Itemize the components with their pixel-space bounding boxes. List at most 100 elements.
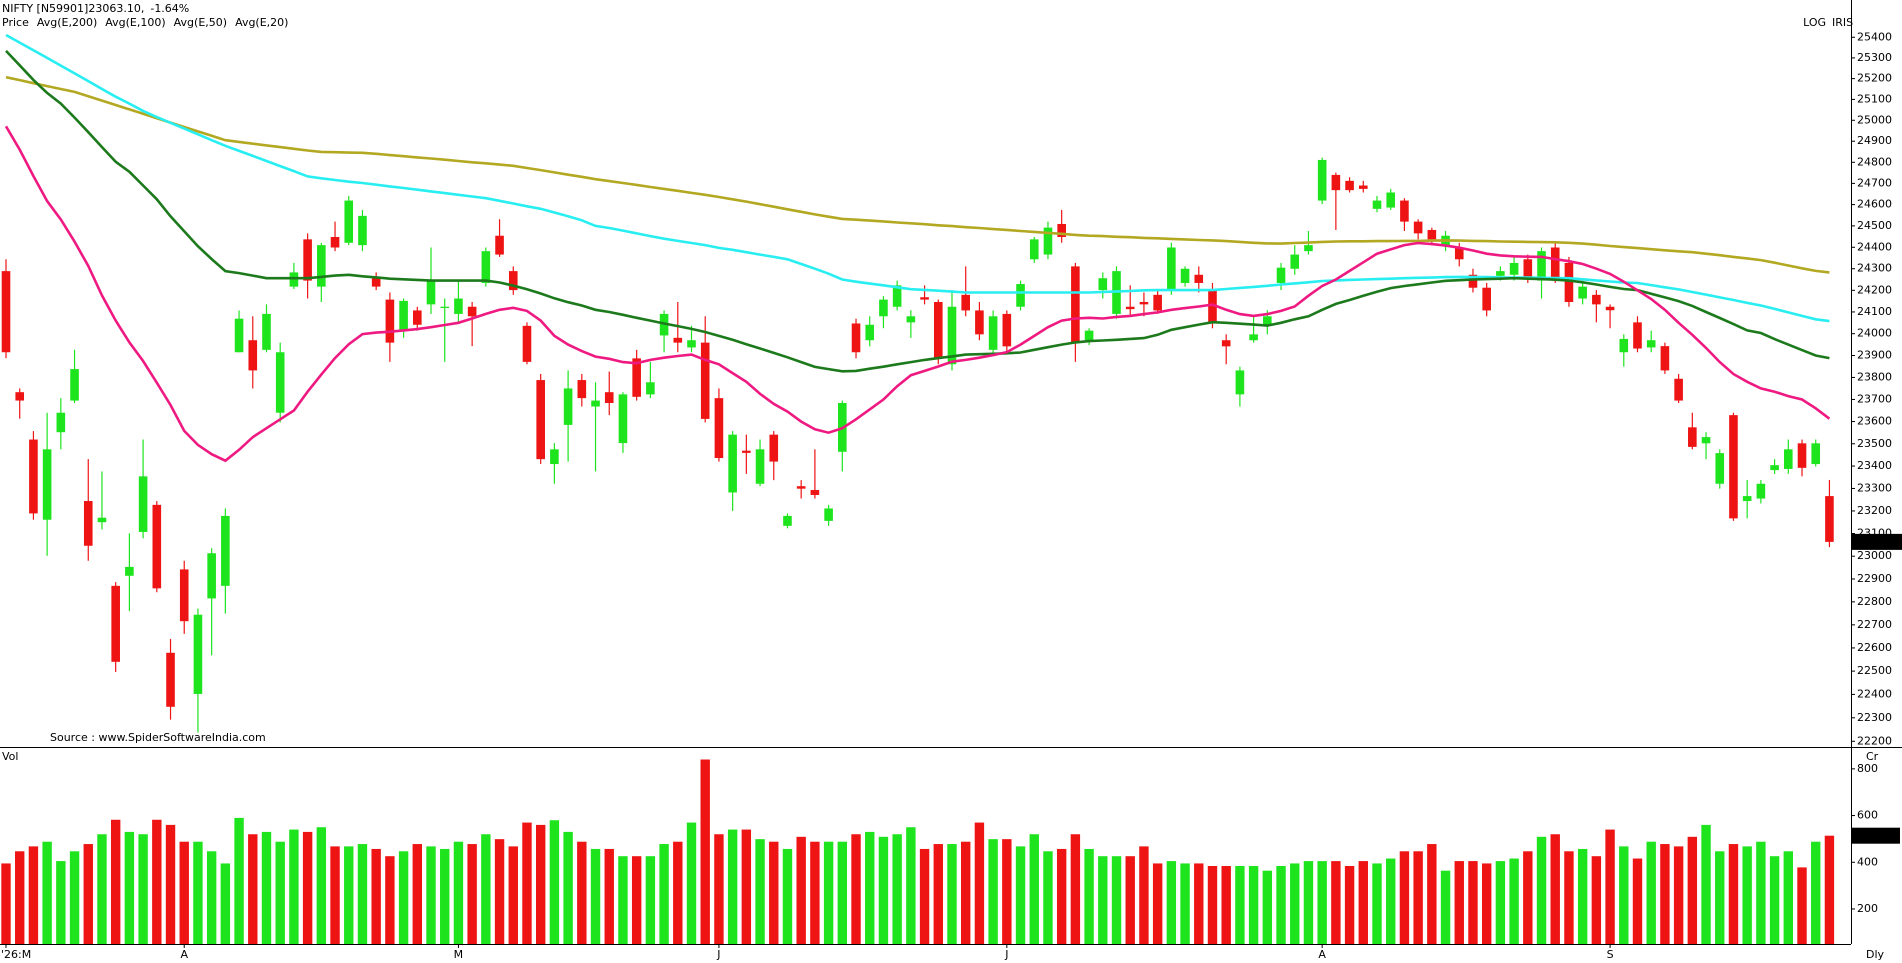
volume-bar	[1, 863, 11, 944]
candle-body	[769, 434, 779, 462]
volume-bar	[535, 824, 546, 944]
candle-body	[508, 271, 518, 291]
volume-bar	[1687, 836, 1698, 944]
volume-bar	[1591, 856, 1602, 944]
volume-bar	[1331, 861, 1341, 944]
volume-bar	[1070, 834, 1081, 944]
candle-body	[1715, 453, 1725, 484]
candle-body	[1523, 259, 1533, 279]
volume-bar	[1811, 841, 1821, 944]
volume-bar	[577, 841, 587, 944]
volume-bar	[385, 856, 395, 944]
candle-body	[522, 325, 532, 362]
y-tick-label: 23700	[1857, 392, 1892, 405]
candle-body	[29, 439, 38, 514]
candle-body	[440, 306, 450, 309]
candle-body	[1331, 174, 1341, 191]
volume-bar	[42, 841, 52, 944]
candle-body	[1084, 330, 1094, 341]
volume-bar	[1125, 856, 1135, 944]
volume-bar	[193, 841, 203, 944]
volume-bar	[933, 844, 943, 944]
volume-bar	[412, 844, 422, 944]
candle-body	[1167, 247, 1176, 291]
candle-body	[1249, 334, 1258, 341]
candle-body	[1304, 245, 1313, 252]
candle-body	[317, 245, 326, 287]
candle-body	[207, 553, 216, 599]
candle-body	[687, 340, 696, 348]
volume-bar	[769, 841, 779, 944]
candle-body	[1016, 284, 1025, 307]
candle-body	[1057, 223, 1066, 238]
volume-bar	[165, 824, 176, 944]
volume-bar	[1344, 866, 1355, 944]
period-label: Dly	[1866, 948, 1885, 961]
candle-body	[1290, 254, 1300, 269]
candle-body	[1180, 268, 1190, 283]
volume-bar	[357, 844, 368, 944]
volume-bar	[563, 831, 573, 944]
volume-bar	[1495, 861, 1506, 944]
y-tick-label: 600	[1857, 809, 1878, 822]
candle-body	[413, 310, 422, 325]
candle-body	[1125, 306, 1135, 310]
volume-bar	[878, 836, 889, 944]
candle-body	[879, 299, 888, 317]
y-tick-label: 24600	[1857, 198, 1892, 211]
candle-body	[1537, 251, 1546, 281]
y-tick-label: 25200	[1857, 72, 1892, 85]
volume-bar	[851, 834, 861, 944]
volume-bar	[1207, 866, 1218, 944]
candle-body	[783, 515, 792, 526]
x-tick-label: J	[716, 948, 720, 961]
legend-entry: Price	[2, 16, 29, 29]
volume-bar	[330, 846, 340, 944]
candle-body	[42, 449, 52, 520]
volume-bar	[700, 759, 710, 944]
volume-bar	[865, 831, 875, 944]
volume-bar	[481, 834, 491, 944]
candle-body	[604, 392, 614, 403]
candle-body	[1660, 346, 1670, 371]
y-tick-label: 24300	[1857, 262, 1892, 275]
volume-bar	[344, 846, 354, 944]
volume-bar	[1111, 856, 1122, 944]
candle-body	[467, 306, 477, 317]
volume-bar	[206, 851, 217, 944]
candle-body	[1454, 247, 1464, 260]
candle-body	[810, 490, 820, 495]
y-tick-label: 25300	[1857, 51, 1892, 64]
price-tag-label: 23063.1	[1853, 535, 1899, 548]
candle-body	[1756, 483, 1766, 499]
volume-bar	[152, 819, 162, 944]
volume-bar	[1098, 856, 1108, 944]
candle-body	[1276, 267, 1286, 283]
legend-entry: Avg(E,20)	[235, 16, 288, 29]
candle-body	[481, 251, 491, 283]
candle-body	[700, 342, 710, 419]
volume-bar	[1358, 861, 1368, 944]
y-tick-label: 22400	[1857, 687, 1892, 700]
candle-body	[975, 310, 984, 335]
volume-bar	[796, 836, 806, 944]
candle-body	[426, 280, 436, 305]
volume-bar	[1043, 851, 1053, 944]
volume-bar	[659, 844, 669, 944]
volume-bar	[124, 831, 135, 944]
candle-body	[1221, 340, 1231, 347]
volume-bar	[1673, 846, 1684, 944]
candle-body	[275, 352, 285, 413]
candle-body	[1742, 496, 1752, 502]
volume-bar	[1084, 848, 1094, 944]
y-tick-label: 25100	[1857, 92, 1892, 105]
candle-body	[714, 398, 724, 459]
candle-body	[303, 239, 312, 281]
candle-body	[1208, 290, 1217, 323]
volume-bar	[261, 831, 272, 944]
volume-bar	[645, 856, 656, 944]
volume-bar	[727, 829, 738, 944]
y-tick-label: 22200	[1857, 734, 1892, 747]
x-tick-label: A	[1318, 948, 1326, 961]
